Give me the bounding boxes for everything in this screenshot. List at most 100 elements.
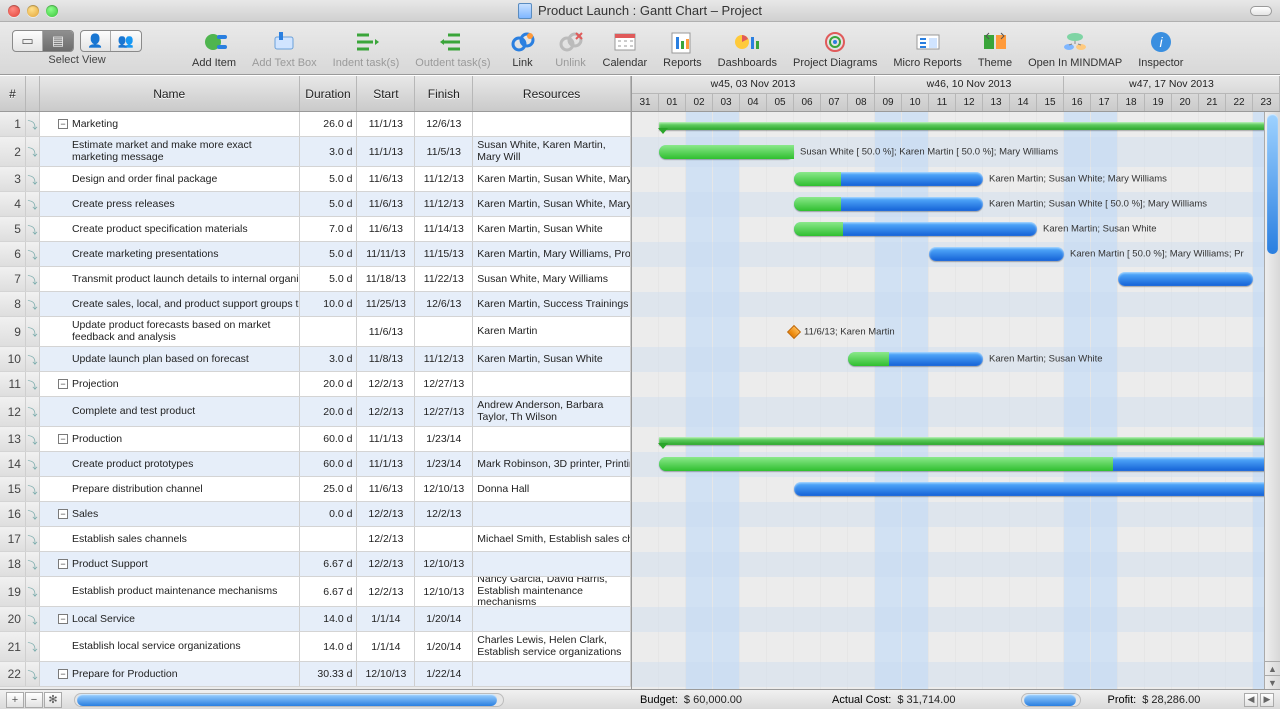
task-bar[interactable] — [1118, 272, 1253, 286]
table-row[interactable]: 20 ⤵ −Local Service 14.0 d 1/1/14 1/20/1… — [0, 607, 631, 632]
window-minimize-button[interactable] — [27, 5, 39, 17]
toolbar-toggle-button[interactable] — [1250, 6, 1272, 16]
start-cell[interactable]: 11/6/13 — [357, 217, 415, 241]
task-name-cell[interactable]: Complete and test product — [40, 397, 300, 426]
task-name-cell[interactable]: Update product forecasts based on market… — [40, 317, 300, 346]
duration-cell[interactable]: 6.67 d — [300, 552, 358, 576]
start-cell[interactable]: 11/6/13 — [357, 317, 415, 346]
row-link-icon[interactable]: ⤵ — [26, 192, 40, 216]
scroll-left-button[interactable]: ◀ — [1244, 693, 1258, 707]
add-row-button[interactable]: + — [6, 692, 24, 708]
row-link-icon[interactable]: ⤵ — [26, 477, 40, 501]
task-name-cell[interactable]: Update launch plan based on forecast — [40, 347, 300, 371]
view-mode-gantt-icon[interactable]: ▤ — [43, 31, 73, 51]
window-zoom-button[interactable] — [46, 5, 58, 17]
toolbar-add-text-box-button[interactable]: Add Text Box — [244, 28, 325, 69]
finish-cell[interactable]: 12/6/13 — [415, 292, 473, 316]
duration-cell[interactable]: 14.0 d — [300, 632, 358, 661]
summary-bar[interactable] — [659, 437, 1280, 445]
remove-row-button[interactable]: − — [25, 692, 43, 708]
table-row[interactable]: 15 ⤵ Prepare distribution channel 25.0 d… — [0, 477, 631, 502]
table-row[interactable]: 12 ⤵ Complete and test product 20.0 d 12… — [0, 397, 631, 427]
duration-cell[interactable]: 5.0 d — [300, 242, 358, 266]
start-cell[interactable]: 12/2/13 — [357, 372, 415, 396]
view-mode-calendar-icon[interactable]: ▭ — [13, 31, 43, 51]
resources-cell[interactable]: Susan White, Karen Martin, Mary Will — [473, 137, 631, 166]
table-row[interactable]: 22 ⤵ −Prepare for Production 30.33 d 12/… — [0, 662, 631, 687]
duration-cell[interactable]: 14.0 d — [300, 607, 358, 631]
finish-cell[interactable] — [415, 317, 473, 346]
start-cell[interactable]: 1/1/14 — [357, 607, 415, 631]
row-link-icon[interactable]: ⤵ — [26, 242, 40, 266]
task-bar[interactable] — [794, 482, 1280, 496]
finish-cell[interactable]: 11/5/13 — [415, 137, 473, 166]
row-link-icon[interactable]: ⤵ — [26, 112, 40, 136]
task-name-cell[interactable]: Create sales, local, and product support… — [40, 292, 300, 316]
toolbar-micro-reports-button[interactable]: Micro Reports — [885, 28, 969, 69]
row-link-icon[interactable]: ⤵ — [26, 527, 40, 551]
finish-cell[interactable]: 12/27/13 — [415, 372, 473, 396]
start-cell[interactable]: 11/1/13 — [357, 137, 415, 166]
finish-cell[interactable]: 11/12/13 — [415, 167, 473, 191]
duration-cell[interactable]: 0.0 d — [300, 502, 358, 526]
right-scroll-thumb[interactable] — [1024, 694, 1076, 706]
resources-cell[interactable]: Karen Martin, Susan White — [473, 347, 631, 371]
finish-cell[interactable]: 12/10/13 — [415, 577, 473, 606]
duration-cell[interactable]: 10.0 d — [300, 292, 358, 316]
col-header-finish[interactable]: Finish — [415, 76, 473, 111]
task-name-cell[interactable]: Create marketing presentations — [40, 242, 300, 266]
finish-cell[interactable]: 12/10/13 — [415, 552, 473, 576]
task-bar[interactable]: Karen Martin; Susan White [ 50.0 %]; Mar… — [794, 197, 983, 211]
duration-cell[interactable]: 3.0 d — [300, 347, 358, 371]
collapse-toggle[interactable]: − — [58, 119, 68, 129]
task-bar[interactable]: Karen Martin [ 50.0 %]; Mary Williams; P… — [929, 247, 1064, 261]
resources-cell[interactable] — [473, 372, 631, 396]
finish-cell[interactable]: 11/12/13 — [415, 347, 473, 371]
task-bar[interactable]: Karen Martin; Susan White; Mary Williams — [794, 172, 983, 186]
task-name-cell[interactable]: Create press releases — [40, 192, 300, 216]
row-link-icon[interactable]: ⤵ — [26, 502, 40, 526]
finish-cell[interactable]: 12/2/13 — [415, 502, 473, 526]
resources-cell[interactable] — [473, 427, 631, 451]
toolbar-calendar-button[interactable]: Calendar — [595, 28, 656, 69]
col-header-num[interactable]: # — [0, 76, 26, 111]
resources-cell[interactable]: Mark Robinson, 3D printer, Printing m — [473, 452, 631, 476]
task-name-cell[interactable]: −Marketing — [40, 112, 300, 136]
finish-cell[interactable]: 11/12/13 — [415, 192, 473, 216]
table-row[interactable]: 19 ⤵ Establish product maintenance mecha… — [0, 577, 631, 607]
finish-cell[interactable]: 1/20/14 — [415, 632, 473, 661]
resources-cell[interactable] — [473, 552, 631, 576]
toolbar-project-diagrams-button[interactable]: Project Diagrams — [785, 28, 885, 69]
task-name-cell[interactable]: Establish sales channels — [40, 527, 300, 551]
resources-cell[interactable]: Karen Martin, Susan White, Mary Wil — [473, 192, 631, 216]
table-row[interactable]: 8 ⤵ Create sales, local, and product sup… — [0, 292, 631, 317]
start-cell[interactable]: 11/8/13 — [357, 347, 415, 371]
resources-cell[interactable]: Karen Martin, Susan White, Mary Wil — [473, 167, 631, 191]
row-link-icon[interactable]: ⤵ — [26, 372, 40, 396]
vertical-scrollbar[interactable]: ▲ ▼ — [1264, 112, 1280, 689]
resources-cell[interactable]: Donna Hall — [473, 477, 631, 501]
table-row[interactable]: 16 ⤵ −Sales 0.0 d 12/2/13 12/2/13 — [0, 502, 631, 527]
duration-cell[interactable] — [300, 317, 358, 346]
resources-cell[interactable] — [473, 662, 631, 686]
finish-cell[interactable]: 12/6/13 — [415, 112, 473, 136]
task-bar[interactable]: Susan White [ 50.0 %]; Karen Martin [ 50… — [659, 145, 794, 159]
collapse-toggle[interactable]: − — [58, 614, 68, 624]
resources-cell[interactable]: Michael Smith, Establish sales chann — [473, 527, 631, 551]
toolbar-inspector-button[interactable]: iInspector — [1130, 28, 1191, 69]
resources-cell[interactable] — [473, 112, 631, 136]
finish-cell[interactable]: 11/15/13 — [415, 242, 473, 266]
row-link-icon[interactable]: ⤵ — [26, 397, 40, 426]
row-link-icon[interactable]: ⤵ — [26, 317, 40, 346]
col-header-name[interactable]: Name — [40, 76, 300, 111]
left-scroll-thumb[interactable] — [77, 694, 497, 706]
table-row[interactable]: 7 ⤵ Transmit product launch details to i… — [0, 267, 631, 292]
finish-cell[interactable]: 1/23/14 — [415, 427, 473, 451]
collapse-toggle[interactable]: − — [58, 559, 68, 569]
task-name-cell[interactable]: Create product prototypes — [40, 452, 300, 476]
table-row[interactable]: 9 ⤵ Update product forecasts based on ma… — [0, 317, 631, 347]
start-cell[interactable]: 12/2/13 — [357, 527, 415, 551]
finish-cell[interactable]: 11/14/13 — [415, 217, 473, 241]
toolbar-reports-button[interactable]: Reports — [655, 28, 710, 69]
row-link-icon[interactable]: ⤵ — [26, 347, 40, 371]
